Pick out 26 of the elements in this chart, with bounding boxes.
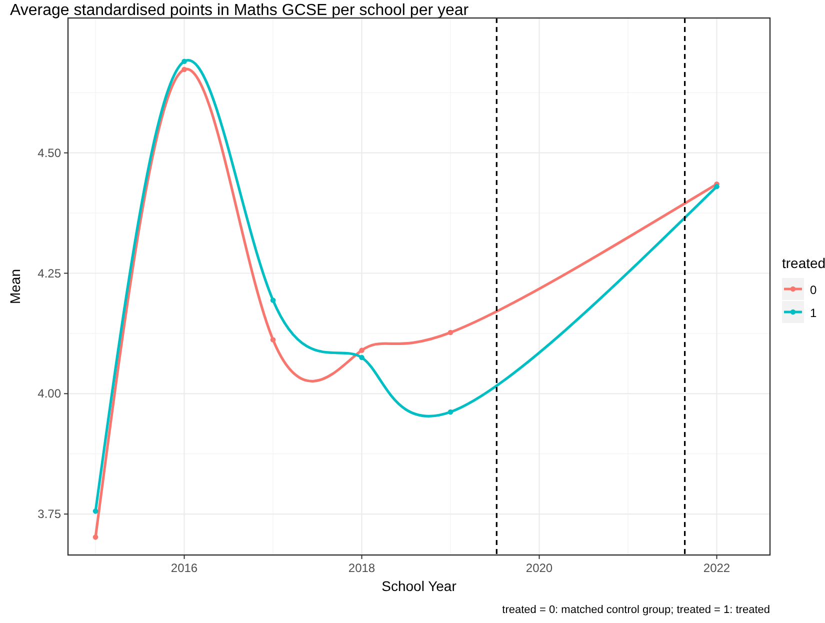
point xyxy=(359,348,364,353)
point xyxy=(448,330,454,336)
x-tick-label: 2020 xyxy=(526,561,553,575)
legend-label: 1 xyxy=(810,306,817,320)
x-tick-label: 2016 xyxy=(170,561,198,575)
point xyxy=(92,534,98,540)
y-tick-label: 4.50 xyxy=(38,146,62,160)
x-tick-label: 2022 xyxy=(703,561,730,575)
point xyxy=(92,508,98,514)
point xyxy=(359,354,364,360)
y-tick-label: 4.00 xyxy=(38,386,62,401)
point xyxy=(714,184,720,190)
point xyxy=(182,58,187,64)
chart-title: Average standardised points in Maths GCSE per school per year xyxy=(10,2,470,19)
x-axis-title: School Year xyxy=(382,578,457,594)
x-tick-label: 2018 xyxy=(348,561,376,575)
legend-label: 0 xyxy=(810,283,817,297)
y-axis-title: Mean xyxy=(7,268,23,304)
point xyxy=(270,298,276,303)
y-tick-label: 3.75 xyxy=(38,507,62,522)
point xyxy=(182,66,187,72)
y-tick-label: 4.25 xyxy=(38,266,62,280)
legend-title: treated xyxy=(782,255,825,271)
point xyxy=(448,409,454,415)
point xyxy=(270,337,276,342)
text: treated = 0: matched control group; treated = 1: treated xyxy=(502,604,770,616)
